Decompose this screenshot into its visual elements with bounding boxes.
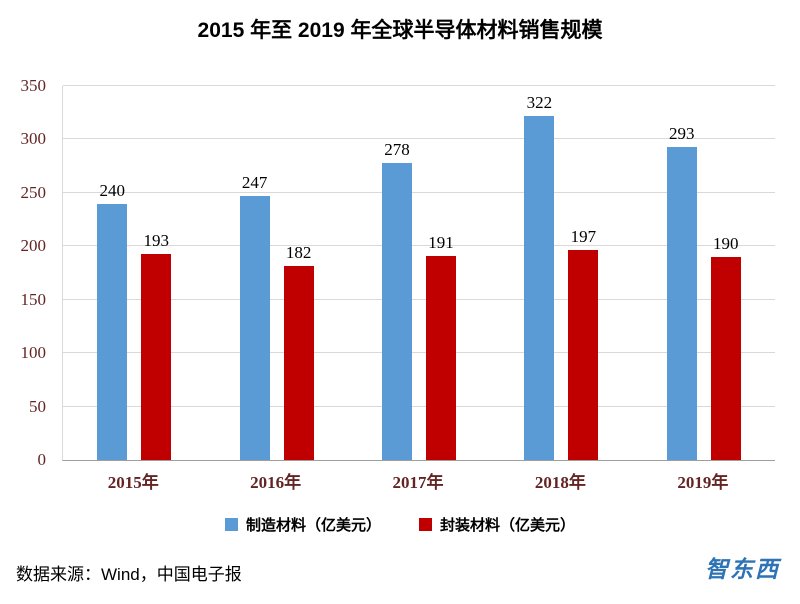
bar-wrap: 247 xyxy=(239,86,270,460)
y-tick-label: 0 xyxy=(37,450,47,469)
gridline xyxy=(63,298,775,300)
chart-title: 2015 年至 2019 年全球半导体材料销售规模 xyxy=(197,19,603,42)
legend-swatch xyxy=(419,518,432,531)
bars-container: 240 193 247 182 278 191 322 197 293 190 xyxy=(63,86,775,460)
bar-value-label: 190 xyxy=(713,233,739,253)
bar-wrap: 322 xyxy=(524,86,555,460)
gridline xyxy=(63,191,775,193)
gridline xyxy=(63,85,775,86)
y-tick-label: 300 xyxy=(20,129,47,149)
bar-group: 293 190 xyxy=(666,86,741,460)
bar-value-label: 293 xyxy=(669,123,695,143)
bar-value-label: 322 xyxy=(526,92,553,112)
gridline xyxy=(63,245,775,247)
bar xyxy=(239,196,270,460)
bar-value-label: 240 xyxy=(99,180,125,200)
y-axis: 0 50 100 150 200 250 300 350 xyxy=(0,76,54,469)
x-axis-labels: 2015年 2016年 2017年 2018年 2019年 xyxy=(62,468,774,493)
bar-group: 240 193 xyxy=(97,86,172,460)
bar-value-label: 182 xyxy=(285,242,312,262)
source-note: 数据来源：Wind，中国电子报 xyxy=(16,565,242,584)
bar-wrap: 293 xyxy=(666,86,697,460)
bar xyxy=(97,203,128,460)
bar-value-label: 193 xyxy=(143,230,169,250)
bar-group: 322 197 xyxy=(524,86,599,460)
bar-wrap: 191 xyxy=(425,86,456,460)
y-tick-label: 150 xyxy=(20,289,47,309)
bar xyxy=(568,249,599,460)
gridline xyxy=(63,405,775,407)
bar-group: 247 182 xyxy=(239,86,314,460)
bar xyxy=(666,146,697,460)
watermark-text: 智东西 xyxy=(705,556,780,582)
bar-value-label: 247 xyxy=(241,173,268,193)
x-tick-label: 2016年 xyxy=(250,473,302,492)
bar xyxy=(710,256,741,460)
x-tick-label: 2017年 xyxy=(392,473,444,492)
bar xyxy=(524,115,555,460)
legend-swatch xyxy=(224,518,238,531)
bar xyxy=(283,265,314,460)
bar-value-label: 191 xyxy=(428,232,454,252)
bar-wrap: 278 xyxy=(381,86,412,460)
y-tick-label: 250 xyxy=(20,182,47,202)
bar-wrap: 182 xyxy=(283,86,314,460)
bar xyxy=(425,255,456,460)
x-tick-label: 2018年 xyxy=(534,473,586,492)
y-tick-label: 100 xyxy=(20,343,47,363)
bar-wrap: 193 xyxy=(141,86,172,460)
x-tick-label: 2015年 xyxy=(107,473,159,492)
bar-wrap: 197 xyxy=(568,86,599,460)
legend-label: 制造材料（亿美元） xyxy=(245,517,381,534)
bar xyxy=(141,253,172,460)
bar-wrap: 240 xyxy=(97,86,128,460)
gridline xyxy=(63,352,775,354)
legend-label: 封装材料（亿美元） xyxy=(440,517,576,534)
plot-area: 240 193 247 182 278 191 322 197 293 190 xyxy=(62,85,775,461)
bar-group: 278 191 xyxy=(381,86,456,460)
y-tick-label: 50 xyxy=(29,396,46,416)
y-tick-label: 350 xyxy=(20,76,47,95)
watermark-logo: 智东西 xyxy=(705,550,780,584)
bar-value-label: 278 xyxy=(384,139,410,159)
bar xyxy=(381,162,412,460)
bar-value-label: 197 xyxy=(570,226,597,246)
legend: 制造材料（亿美元） 封装材料（亿美元） xyxy=(0,514,800,535)
legend-item: 封装材料（亿美元） xyxy=(419,514,575,535)
legend-item: 制造材料（亿美元） xyxy=(224,514,381,535)
x-tick-label: 2019年 xyxy=(677,473,729,492)
gridline xyxy=(63,138,775,140)
bar-wrap: 190 xyxy=(710,86,741,460)
y-tick-label: 200 xyxy=(20,236,47,256)
